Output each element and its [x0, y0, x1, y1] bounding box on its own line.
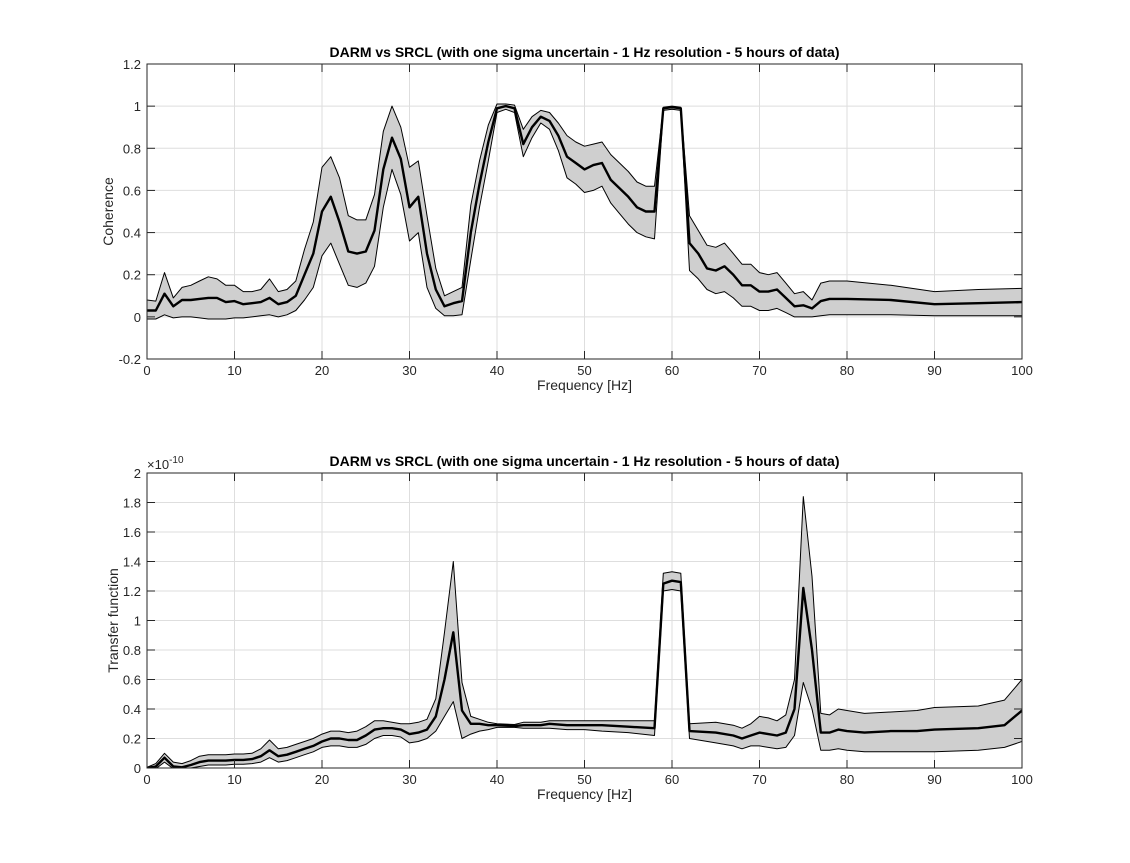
y-tick-label: 0.4 [123, 226, 141, 241]
uncertainty-band [147, 104, 1022, 319]
y-tick-label: 1.8 [123, 496, 141, 511]
x-tick-label: 20 [315, 363, 329, 378]
y-tick-label: 0.6 [123, 673, 141, 688]
x-tick-label: 30 [402, 363, 416, 378]
y-tick-label: 1.2 [123, 57, 141, 72]
ticks [146, 63, 1023, 360]
x-tick-label: 90 [927, 772, 941, 787]
y-axis-label: Coherence [100, 177, 116, 246]
y-tick-label: 1.2 [123, 584, 141, 599]
lower-bound-line [155, 589, 1022, 768]
x-tick-label: 60 [665, 772, 679, 787]
data-layer [147, 496, 1022, 768]
x-tick-label: 0 [143, 363, 150, 378]
x-tick-label: 80 [840, 772, 854, 787]
chart-title: DARM vs SRCL (with one sigma uncertain -… [329, 44, 839, 60]
y-tick-label: 0.6 [123, 183, 141, 198]
data-layer [147, 103, 1022, 320]
mean-line [147, 579, 1022, 768]
x-tick-label: 10 [227, 772, 241, 787]
y-tick-label: 0.4 [123, 702, 141, 717]
x-tick-label: 50 [577, 772, 591, 787]
chart-title: DARM vs SRCL (with one sigma uncertain -… [329, 453, 839, 469]
mean-line [147, 104, 1022, 312]
x-tick-label: 10 [227, 363, 241, 378]
x-tick-label: 40 [490, 772, 504, 787]
chart-1: 0 10 20 30 40 50 60 70 80 90 100-0.200.20.40.60.81… [100, 44, 1033, 393]
y-tick-label: 1 [134, 99, 141, 114]
y-tick-label: 0.2 [123, 268, 141, 283]
y-tick-label: 1.6 [123, 525, 141, 540]
y-exponent-power: -10 [169, 455, 184, 466]
x-tick-label: 70 [752, 772, 766, 787]
x-tick-label: 40 [490, 363, 504, 378]
x-tick-label: 30 [402, 772, 416, 787]
y-tick-label: 0.8 [123, 141, 141, 156]
upper-bound-line [147, 103, 1022, 302]
x-axis-label: Frequency [Hz] [537, 377, 632, 393]
x-tick-label: 50 [577, 363, 591, 378]
y-tick-label: 1 [134, 614, 141, 629]
x-tick-label: 20 [315, 772, 329, 787]
ticks [146, 472, 1023, 769]
y-tick-label: 0 [134, 761, 141, 776]
uncertainty-band [147, 496, 1022, 768]
x-tick-label: 60 [665, 363, 679, 378]
y-tick-label: 0.2 [123, 732, 141, 747]
upper-bound-line [147, 496, 1022, 768]
y-tick-label: 0.8 [123, 643, 141, 658]
y-axis-label: Transfer function [105, 568, 121, 673]
y-exponent-label: ×10-10 [147, 455, 184, 472]
y-tick-label: 0 [134, 310, 141, 325]
y-tick-label: 2 [134, 466, 141, 481]
y-tick-label: 1.4 [123, 555, 141, 570]
chart-2: 0 10 20 30 40 50 60 70 80 90 100 0 0.2 0.4 0.6 0.8 1 1.2 1… [105, 453, 1033, 802]
x-tick-label: 100 [1011, 772, 1033, 787]
x-tick-label: 90 [927, 363, 941, 378]
lower-bound-line [147, 108, 1022, 320]
x-axis-label: Frequency [Hz] [537, 786, 632, 802]
x-tick-label: 0 [143, 772, 150, 787]
x-tick-label: 80 [840, 363, 854, 378]
x-tick-label: 100 [1011, 363, 1033, 378]
y-exponent-base: ×10 [147, 457, 169, 472]
x-tick-label: 70 [752, 363, 766, 378]
y-tick-label: -0.2 [119, 352, 141, 367]
